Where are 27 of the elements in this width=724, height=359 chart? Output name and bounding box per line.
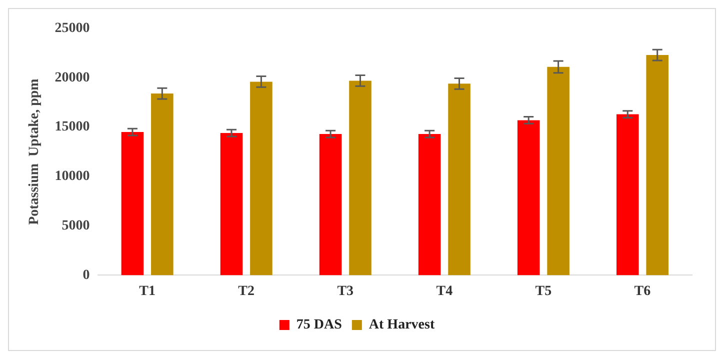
y-tick-label: 5000	[62, 218, 90, 234]
bar	[250, 82, 272, 276]
y-tick-label: 10000	[54, 169, 90, 184]
x-tick-label: T3	[337, 284, 354, 300]
bar	[121, 132, 144, 276]
bar	[616, 114, 639, 276]
bar	[349, 80, 372, 276]
x-tick-label: T2	[238, 284, 255, 300]
bar	[418, 134, 441, 276]
y-tick-label: 0	[82, 268, 90, 283]
x-tick-label: T4	[436, 284, 453, 300]
y-axis-title: Potassium Uptake, ppm	[27, 78, 42, 225]
legend-label: At Harvest	[368, 318, 435, 333]
x-tick-label: T5	[535, 284, 552, 300]
bar	[646, 55, 668, 276]
y-tick-label: 20000	[54, 70, 90, 86]
bar	[151, 94, 174, 276]
bar	[547, 66, 570, 276]
legend-label: 75 DAS	[296, 318, 342, 333]
bar	[517, 120, 540, 276]
bar	[220, 133, 243, 276]
x-tick-label: T1	[139, 284, 156, 300]
bar	[448, 84, 470, 276]
y-tick-label: 25000	[54, 21, 90, 36]
x-tick-label: T6	[634, 284, 651, 300]
y-tick-label: 15000	[54, 120, 90, 135]
bar	[319, 134, 342, 276]
